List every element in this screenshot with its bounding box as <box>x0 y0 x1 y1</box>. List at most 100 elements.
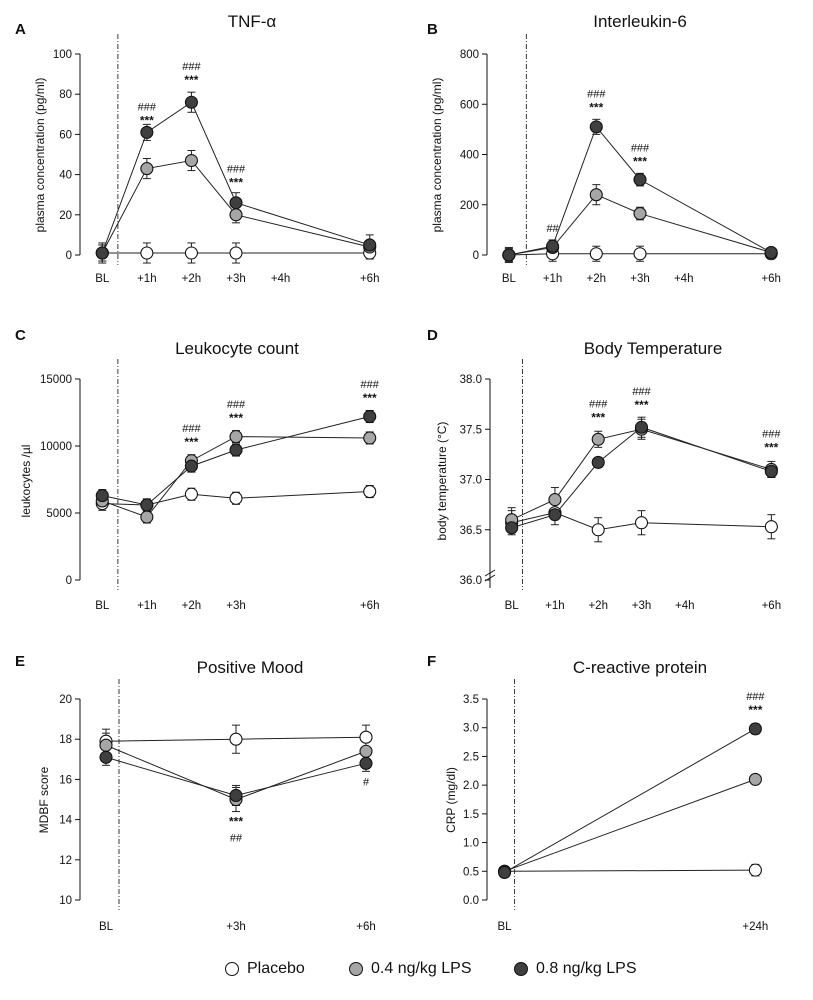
panel-c-y-tick-label: 5000 <box>46 508 72 520</box>
panel-a-point-placebo <box>229 246 243 260</box>
panel-d-x-tick-label: +2h <box>588 600 608 612</box>
panel-d-point-high-dose <box>764 464 778 479</box>
legend-marker-placebo <box>225 962 239 976</box>
panel-d-y-tick-label: 37.0 <box>460 475 482 487</box>
panel-b-point-high-dose <box>546 239 560 253</box>
panel-a-y-tick-label: 80 <box>59 89 72 101</box>
panel-f-y-tick-label: 0.0 <box>463 895 479 907</box>
panel-f-significance: ### <box>746 691 765 703</box>
panel-c-title: Leukocyte count <box>175 339 299 358</box>
panel-b-point-placebo <box>633 247 647 261</box>
panel-b-point-high-dose <box>589 120 603 134</box>
panel-d-significance: ### <box>762 428 781 440</box>
panel-c-significance: ### <box>182 423 201 435</box>
panel-c-point-placebo <box>363 485 377 499</box>
panel-f-y-tick-label: 2.5 <box>463 751 479 763</box>
panel-c-significance: *** <box>363 391 377 405</box>
panel-e-point-high-dose <box>359 756 373 770</box>
panel-f-x-tick-label: BL <box>498 921 513 933</box>
panel-d-point-high-dose <box>548 508 562 522</box>
panel-b-significance: *** <box>633 154 647 168</box>
panel-a-ylabel: plasma concentration (pg/ml) <box>33 78 47 233</box>
panel-c-x-tick-label: +3h <box>226 600 246 612</box>
legend: Placebo 0.4 ng/kg LPS 0.8 ng/kg LPS <box>0 960 813 986</box>
panel-d-point-placebo <box>764 520 778 534</box>
panel-d-significance: ### <box>589 398 608 410</box>
panel-a-significance: *** <box>184 73 198 87</box>
panel-e-x-tick-label: BL <box>99 921 114 933</box>
panel-f-line-high-dose <box>504 728 756 873</box>
panel-b-x-tick-label: +4h <box>674 273 694 285</box>
panel-b-point-low-dose <box>589 188 603 202</box>
panel-b-point-low-dose <box>633 206 647 221</box>
panel-e-point-placebo <box>229 732 243 746</box>
panel-d-point-low-dose <box>548 493 562 507</box>
panel-b-x-tick-label: +3h <box>630 273 650 285</box>
panel-a-x-tick-label: +4h <box>271 273 291 285</box>
panel-f-x-tick-label: +24h <box>742 921 768 933</box>
panel-f-y-tick-label: 0.5 <box>463 866 479 878</box>
panel-e-title: Positive Mood <box>197 658 304 677</box>
panel-a-significance: ### <box>182 61 201 73</box>
panel-e-x-tick-label: +3h <box>226 921 246 933</box>
legend-item-placebo: Placebo <box>225 960 305 978</box>
panel-e-y-tick-label: 14 <box>59 815 72 827</box>
panel-e-significance: ## <box>230 833 243 845</box>
panel-e-y-tick-label: 16 <box>59 774 72 786</box>
panel-c-point-low-dose <box>363 431 377 445</box>
panel-e-point-low-dose <box>359 744 373 758</box>
panel-c-significance: *** <box>184 435 198 449</box>
panel-b-y-tick-label: 0 <box>473 250 479 262</box>
panel-e-point-placebo <box>359 730 373 744</box>
panel-c-y-tick-label: 10000 <box>40 441 72 453</box>
panel-f-y-tick-label: 2.0 <box>463 780 479 792</box>
panel-d-x-tick-label: BL <box>505 600 520 612</box>
panel-e-ylabel: MDBF score <box>37 766 51 833</box>
panel-f-point-high-dose <box>498 865 512 879</box>
panel-f-line-low-dose <box>504 778 756 872</box>
panel-b-significance: ### <box>631 142 650 154</box>
panel-f-y-tick-label: 3.5 <box>463 694 479 706</box>
panel-f-point-low-dose <box>748 772 762 786</box>
panel-a-significance: *** <box>229 176 243 190</box>
panel-d-significance: *** <box>634 398 648 412</box>
panel-b-x-tick-label: +6h <box>761 273 781 285</box>
panel-a-point-high-dose <box>184 95 198 109</box>
panel-d-letter: D <box>427 327 438 344</box>
panel-c-ylabel: leukocytes /µl <box>19 445 33 518</box>
panel-a-x-tick-label: +3h <box>226 273 246 285</box>
panel-a-title: TNF-α <box>228 12 277 31</box>
panel-c-point-high-dose <box>363 409 377 424</box>
panel-c-point-high-dose <box>184 459 198 473</box>
panel-a-significance: ### <box>138 101 157 113</box>
panel-d-axis-break-mark <box>484 574 496 582</box>
panel-c-y-tick-label: 15000 <box>40 374 72 386</box>
panel-e-y-tick-label: 10 <box>59 895 72 907</box>
panel-d-point-low-dose <box>591 432 605 446</box>
panel-d-significance: *** <box>591 410 605 424</box>
panel-e-y-tick-label: 12 <box>59 855 72 867</box>
panel-f-line-placebo <box>504 869 756 872</box>
panel-d-line-low-dose <box>511 428 772 521</box>
panel-c-x-tick-label: +6h <box>360 600 380 612</box>
panel-d-y-tick-label: 37.5 <box>460 424 482 436</box>
legend-item-low-dose: 0.4 ng/kg LPS <box>349 960 472 978</box>
panel-f-letter: F <box>427 653 436 670</box>
panel-d-significance: ### <box>632 386 651 398</box>
legend-marker-high-dose <box>514 962 528 976</box>
panel-f-y-tick-label: 1.0 <box>463 838 479 850</box>
panel-c-significance: ### <box>361 379 380 391</box>
panel-d-point-high-dose <box>591 455 605 469</box>
panel-e-x-tick-label: +6h <box>356 921 376 933</box>
panel-d-x-tick-label: +6h <box>762 600 782 612</box>
panel-d-y-tick-label: 36.0 <box>460 575 482 587</box>
panel-b-significance: ## <box>546 223 559 235</box>
panel-a-point-high-dose <box>140 125 154 139</box>
panel-b-y-tick-label: 600 <box>460 99 479 111</box>
panel-a-point-high-dose <box>229 196 243 210</box>
panel-b-y-tick-label: 800 <box>460 49 479 61</box>
panel-d-ylabel: body temperature (°C) <box>435 422 449 541</box>
panel-a-y-tick-label: 40 <box>59 170 72 182</box>
legend-label-high-dose: 0.8 ng/kg LPS <box>536 960 637 977</box>
panel-b-letter: B <box>427 21 438 38</box>
